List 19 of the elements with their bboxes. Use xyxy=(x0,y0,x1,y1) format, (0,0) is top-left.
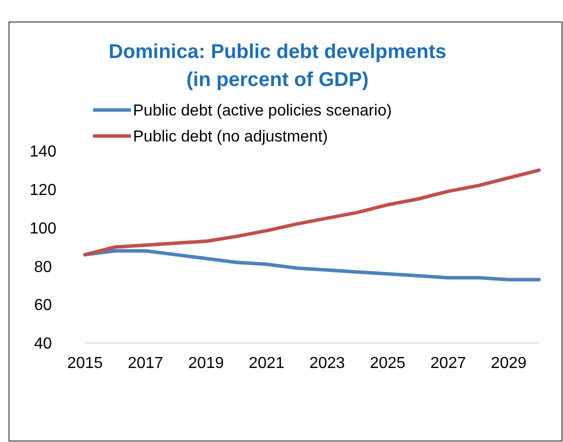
x-tick-label: 2029 xyxy=(490,355,527,372)
y-tick-label: 80 xyxy=(34,258,52,276)
line-series xyxy=(83,249,541,282)
line-series xyxy=(83,168,541,256)
x-tick-label: 2023 xyxy=(309,355,346,372)
y-tick-label: 60 xyxy=(34,297,52,314)
y-tick-label: 100 xyxy=(30,220,56,238)
x-tick-label: 2025 xyxy=(370,355,406,372)
x-tick-label: 2021 xyxy=(248,355,284,372)
y-tick-label: 120 xyxy=(30,182,56,199)
chart-title: Dominica: Public debt develpments (in percent of GDP) xyxy=(108,41,446,91)
y-tick-label: 140 xyxy=(30,144,56,161)
y-tick-label: 40 xyxy=(34,336,52,353)
legend-label: Public debt (active policies scenario) xyxy=(133,102,392,120)
legend-label: Public debt (no adjustment) xyxy=(133,128,328,146)
x-tick-label: 2017 xyxy=(128,355,164,372)
x-tick-label: 2027 xyxy=(430,355,466,372)
x-tick-label: 2015 xyxy=(67,355,103,372)
x-tick-label: 2019 xyxy=(188,355,224,372)
